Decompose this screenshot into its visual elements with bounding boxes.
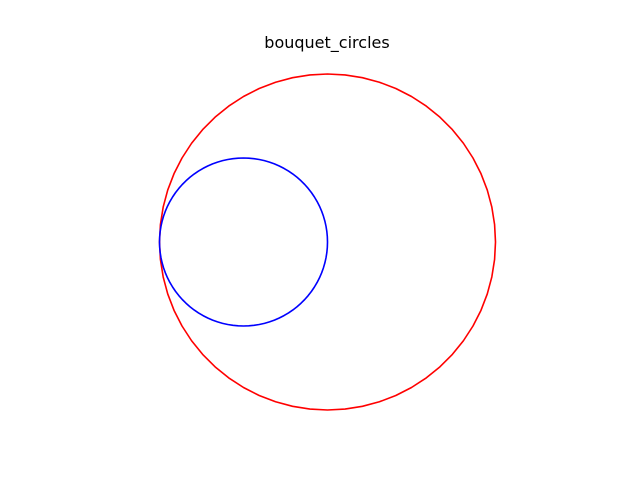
inner-circle xyxy=(158,157,329,327)
chart-title: bouquet_circles xyxy=(264,33,390,52)
